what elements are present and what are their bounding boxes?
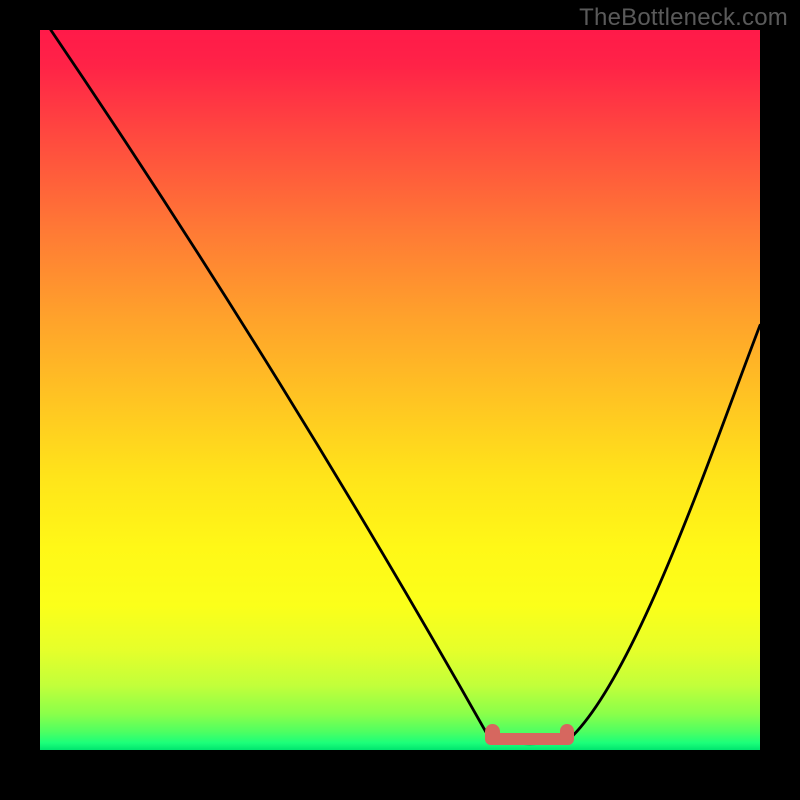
optimal-range-marker-left-end [485, 724, 500, 745]
bottleneck-chart [40, 30, 760, 750]
watermark-text: TheBottleneck.com [579, 4, 788, 32]
optimal-range-marker-right-end [560, 724, 575, 745]
bottleneck-curve [40, 30, 760, 750]
